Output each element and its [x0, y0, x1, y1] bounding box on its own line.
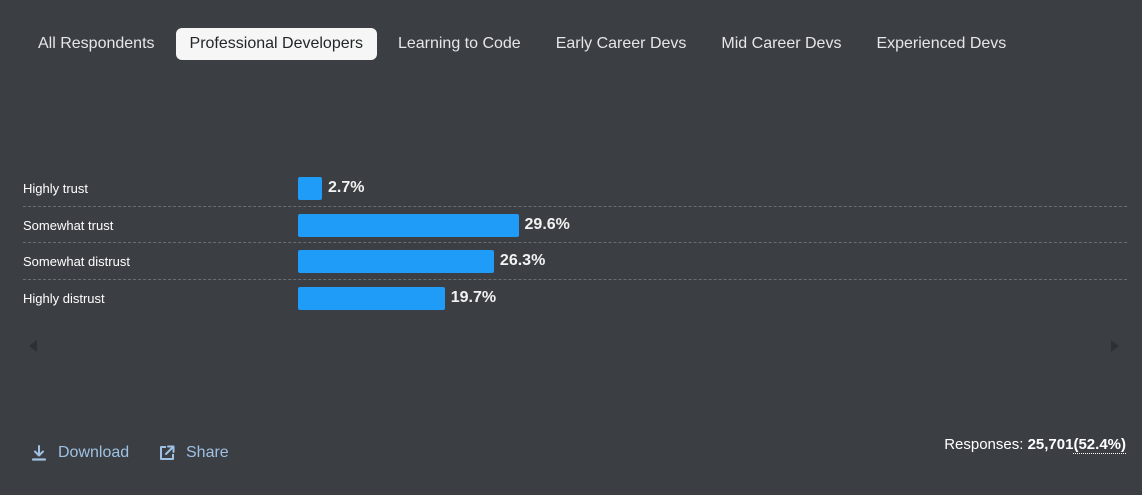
filter-tabs: All Respondents Professional Developers … — [24, 28, 1027, 60]
category-label: Highly trust — [23, 181, 89, 196]
tab-all-respondents[interactable]: All Respondents — [38, 35, 155, 52]
share-icon — [160, 445, 175, 460]
bar-value-label: 19.7% — [450, 288, 497, 306]
tab-experienced-devs[interactable]: Experienced Devs — [876, 35, 1007, 52]
responses-summary: Responses: 25,701(52.4%) — [944, 436, 1126, 454]
chart-row: Somewhat distrust 26.3% — [23, 243, 1127, 280]
bar-value-label: 29.6% — [524, 215, 570, 233]
bar-chart: Highly trust 2.7% Somewhat trust 29.6% Somew… — [23, 170, 1127, 315]
tab-early-career-devs[interactable]: Early Career Devs — [555, 35, 687, 52]
scroll-right-arrow-icon[interactable] — [1111, 340, 1119, 352]
category-label: Somewhat distrust — [23, 254, 130, 269]
tab-mid-career-devs[interactable]: Mid Career Devs — [721, 35, 842, 52]
responses-count: 25,701 — [1027, 436, 1074, 453]
share-label: Share — [186, 444, 229, 461]
bar[interactable] — [298, 177, 322, 200]
bar[interactable] — [298, 213, 519, 237]
tab-professional-developers[interactable]: Professional Developers — [175, 28, 377, 60]
category-label: Somewhat trust — [23, 217, 114, 233]
chart-row: Highly trust 2.7% — [23, 170, 1127, 207]
scroll-left-arrow-icon[interactable] — [29, 340, 37, 352]
chart-row: Highly distrust 19.7% — [23, 280, 1127, 316]
download-icon — [31, 445, 47, 461]
chart-row: Somewhat trust 29.6% — [23, 207, 1127, 243]
tab-learning-to-code[interactable]: Learning to Code — [397, 35, 521, 52]
bar[interactable] — [298, 286, 445, 310]
share-button[interactable]: Share — [158, 441, 229, 465]
download-label: Download — [58, 444, 130, 461]
responses-percentage: (52.4%) — [1073, 436, 1126, 454]
responses-label: Responses: — [944, 436, 1024, 453]
bar-value-label: 26.3% — [499, 252, 546, 269]
bar[interactable] — [298, 250, 494, 273]
download-button[interactable]: Download — [30, 441, 129, 465]
category-label: Highly distrust — [23, 290, 105, 306]
bar-value-label: 2.7% — [328, 179, 365, 196]
